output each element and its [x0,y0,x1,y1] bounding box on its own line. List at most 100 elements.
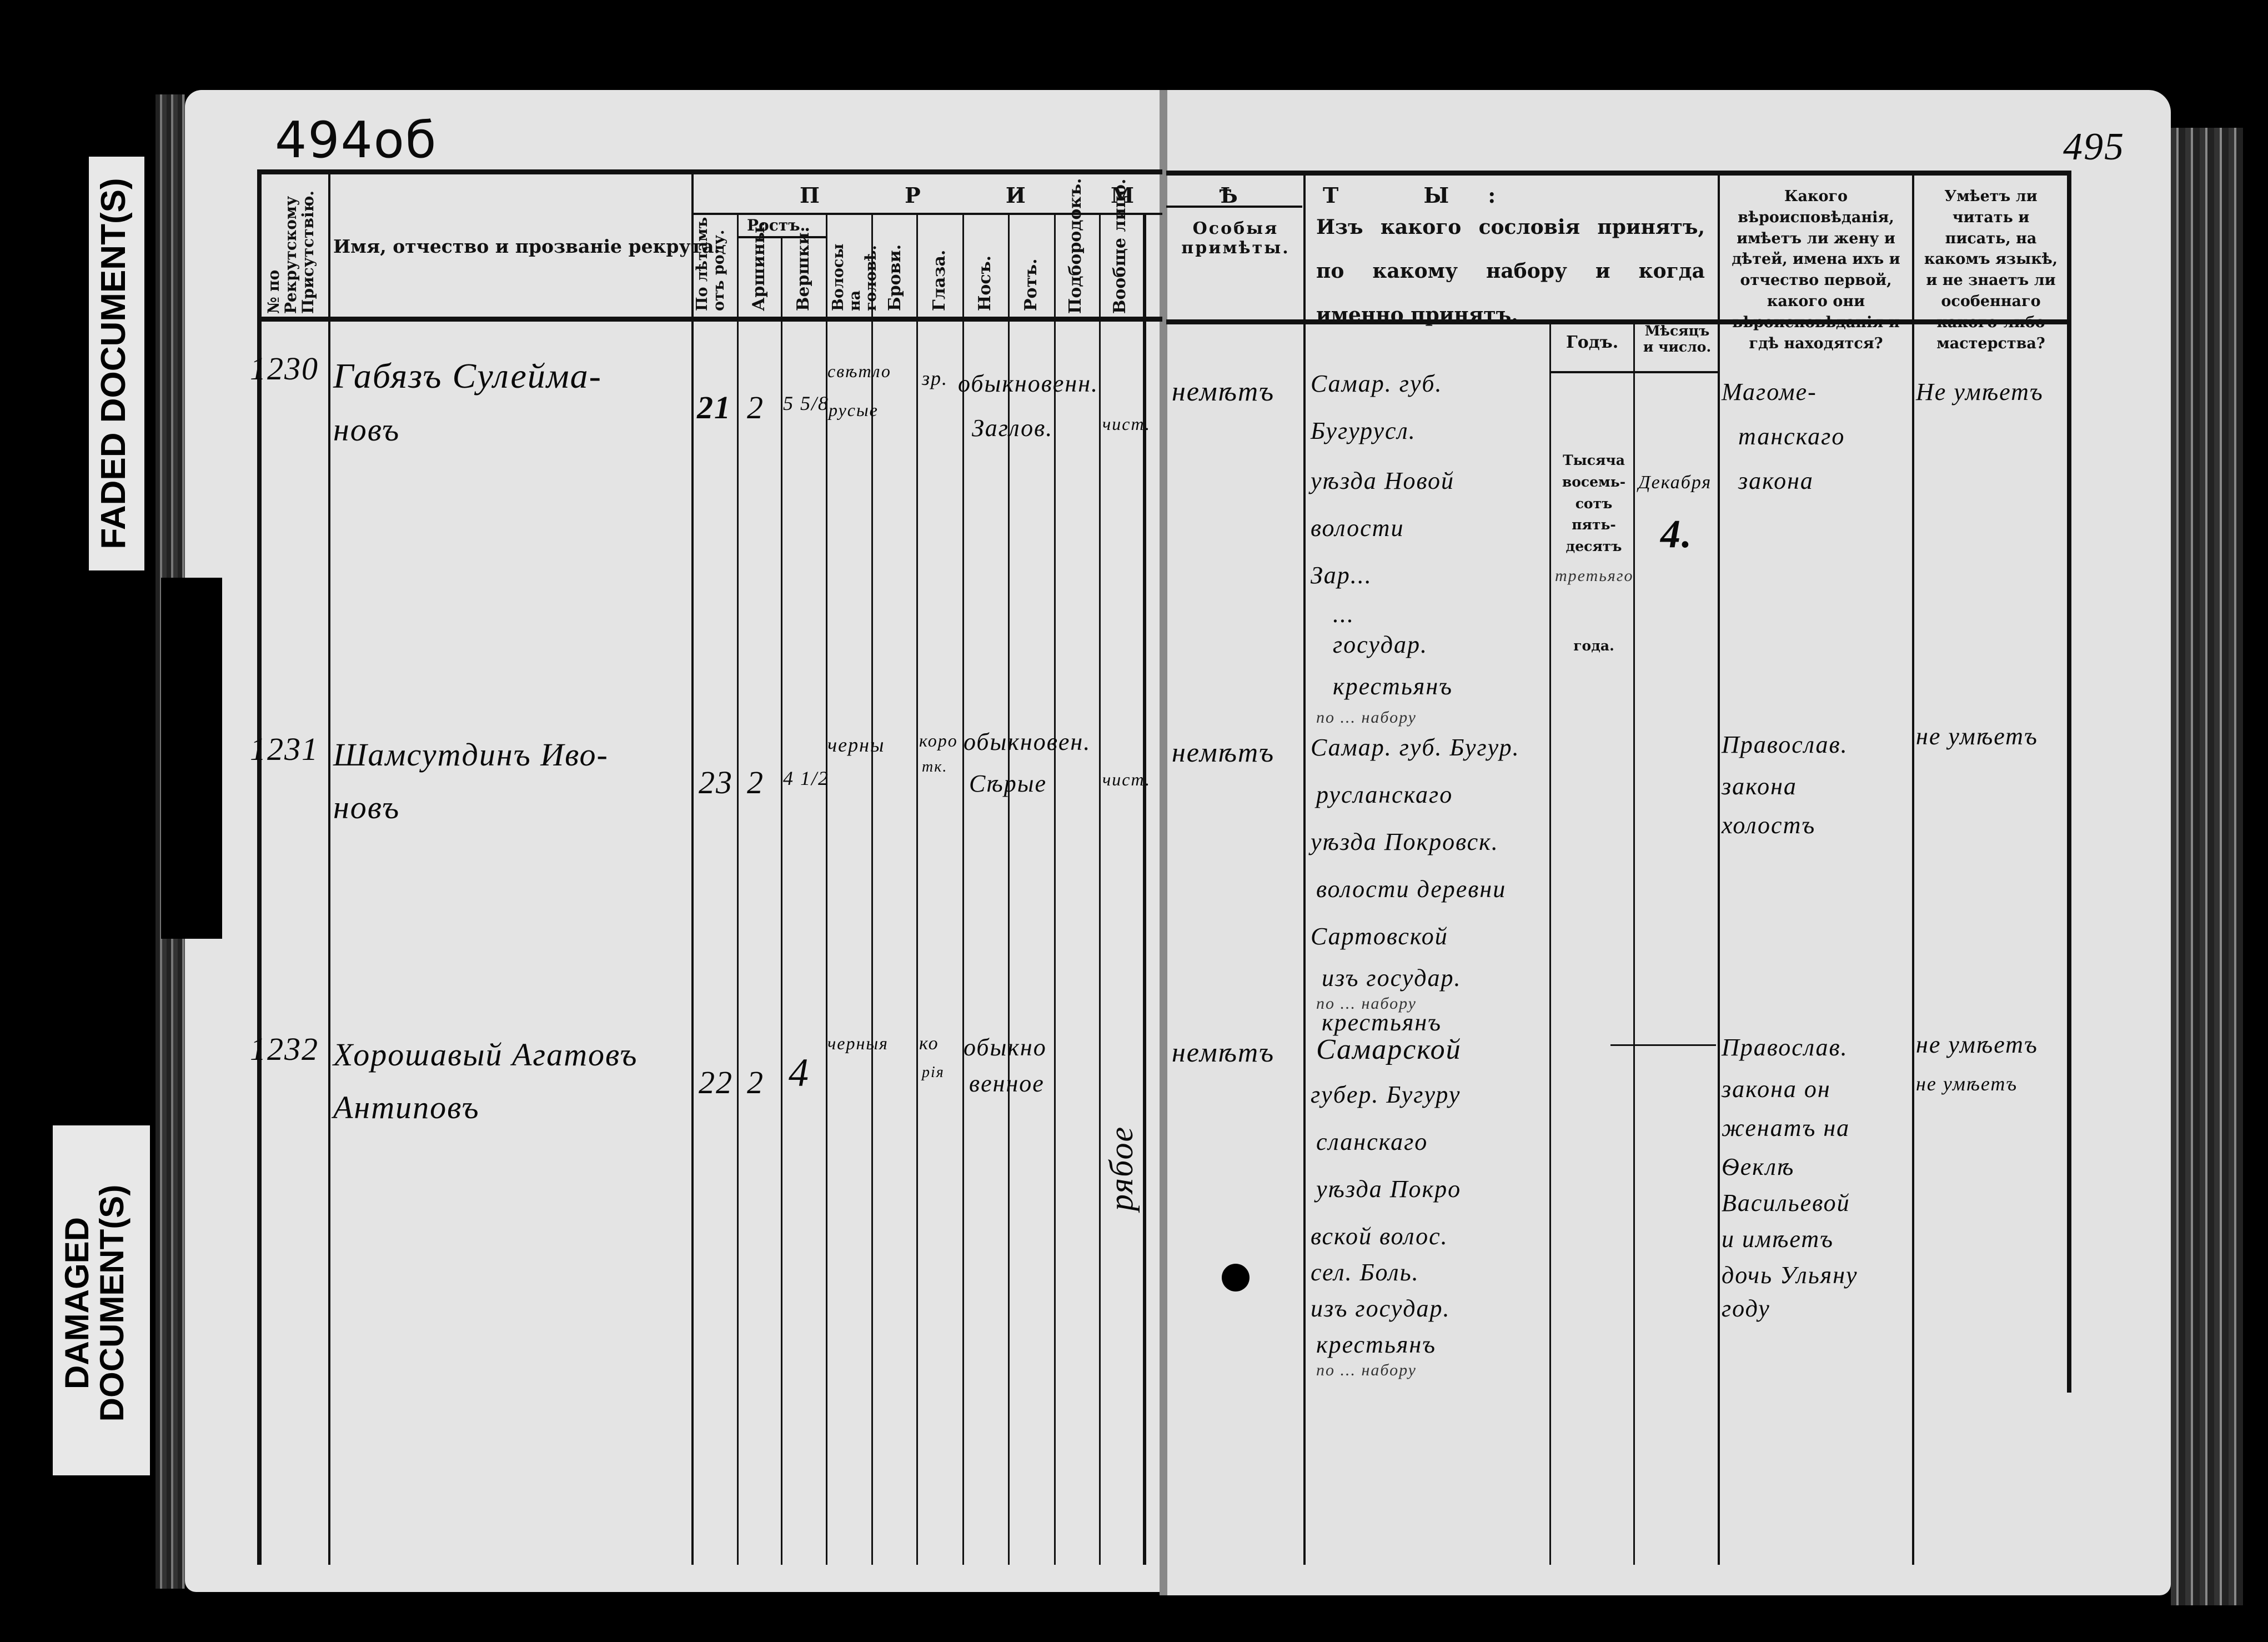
brows: тк. [922,758,948,775]
header-religion: Какого вѣроисповѣданія, имѣетъ ли жену и… [1732,188,1900,352]
face: чист. [1102,414,1151,434]
special-divider [1166,206,1302,208]
column-line [1718,171,1720,1565]
nose-mouth: венное [969,1070,1045,1097]
column-line [826,214,827,1565]
estate-line: крестьянъ [1316,1331,1436,1358]
religion-line: Магоме- [1722,378,1817,406]
religion-line: закона он [1722,1075,1831,1103]
estate-line: уѣзда Покро [1316,1175,1462,1203]
header-month: Мѣсяцъ и число. [1643,323,1712,355]
header-nose: Носъ. [975,255,995,311]
religion-line: закона [1722,773,1797,800]
recruit-number: 1231 [250,731,319,767]
header-primety: П Р И М Ѣ Т Ы: [800,183,1535,208]
header-special: Особыя примѣты. [1172,219,1299,258]
estate-note: по ... набору [1316,1361,1417,1379]
recruit-name: Антиповъ [333,1089,480,1125]
face-vertical: рябое [1103,1125,1140,1211]
column-line [328,171,330,1565]
age: 21 [697,389,731,425]
recruit-name: Габязъ Сулейма- [333,356,602,396]
estate-line: изъ государ. [1322,964,1462,992]
estate-line: крестьянъ [1333,673,1453,700]
header-literacy: Умѣетъ ли читать и писать, на какомъ язы… [1924,188,2058,352]
eyes: зр. [922,367,949,389]
vershki: 4 1/2 [783,767,830,789]
recruit-number: 1230 [250,351,319,387]
hair: черныя [827,1033,889,1053]
column-line [1549,321,1551,1565]
header-eyes: Глаза. [930,249,949,311]
special-marks: немѣтъ [1172,376,1275,407]
header-brows: Брови. [885,244,905,311]
header-rost: Ростъ. [747,216,806,234]
right-page [1165,90,2171,1595]
religion-line: Ѳеклѣ [1722,1153,1795,1180]
estate-line: русланскаго [1316,781,1453,808]
row-separator [1610,1044,1716,1046]
year-printed-line: Тысяча [1563,452,1625,468]
column-line [1303,171,1306,1565]
recruit-number: 1232 [250,1031,319,1067]
nose-mouth: обыкновен. [964,728,1091,755]
faded-document-stamp: FADED DOCUMENT(S) [89,157,144,570]
header-arshiny: Аршины. [749,221,769,311]
estate-line: уѣзда Новой [1311,467,1455,494]
month: Декабря [1638,472,1712,493]
brows: коро [919,730,958,750]
hair: черны [827,734,885,756]
year-printed-line: десятъ [1565,538,1622,554]
column-line [916,214,918,1565]
recruit-name: Шамсутдинъ Иво- [333,737,609,773]
year-printed-line: сотъ пять- [1572,495,1616,533]
estate-line: крестьянъ [1322,1009,1442,1036]
religion-line: женатъ на [1722,1114,1850,1142]
header-mouth: Ротъ. [1021,258,1041,311]
black-tab [161,578,222,939]
religion-line: закона [1738,467,1814,494]
estate-note: по ... набору [1316,994,1417,1013]
header-estate: Изъ какого сословія принятъ, по какому н… [1316,216,1705,327]
column-line [691,171,694,1565]
column-line [1633,321,1635,1565]
vershki: 5 5/8 [783,392,830,414]
special-marks: немѣтъ [1172,1037,1275,1068]
table-border [257,171,262,1565]
estate-line: государ. [1333,631,1428,658]
religion-line: году [1722,1295,1770,1322]
religion-line: танскаго [1738,423,1845,450]
vershki: 4 [789,1050,810,1095]
age: 22 [699,1064,733,1100]
header-face: Вообще лицо. [1110,178,1130,314]
header-year: Годъ. [1566,333,1619,352]
day: 4. [1660,512,1693,556]
column-line [1143,214,1146,1565]
literacy: Не умѣетъ [1916,378,2044,406]
hair: русые [829,400,879,420]
estate-line: Зар... [1311,562,1372,589]
column-line [1054,214,1056,1565]
column-line [871,214,873,1565]
header-age: По лѣтамъ отъ роду. [694,217,727,311]
religion-line: дочь Ульяну [1722,1261,1858,1289]
header-vershki: Вершки. [794,226,813,311]
header-no: № по Рекрутскому Присутствію. [264,190,317,314]
estate-line: Бугурусл. [1311,417,1416,444]
brows: рія [922,1064,945,1081]
folio-left: 494об [275,111,438,169]
recruit-name: новъ [333,412,400,448]
recruit-name: Хорошавый Агатовъ [333,1037,638,1073]
estate-line: Самар. губ. Бугур. [1311,734,1520,761]
primety-divider [691,213,1162,215]
damaged-stamp-text: DAMAGED DOCUMENT(S) [58,1184,131,1422]
recruit-name: новъ [333,789,400,825]
age: 23 [699,764,733,800]
column-line [737,214,739,1565]
table-border [2067,171,2071,1393]
religion-line: Православ. [1722,1034,1848,1061]
estate-line: волости деревни [1316,875,1507,903]
estate-line: волости [1311,514,1404,542]
left-page [185,90,1165,1592]
year-handwritten: третьяго [1555,567,1634,585]
